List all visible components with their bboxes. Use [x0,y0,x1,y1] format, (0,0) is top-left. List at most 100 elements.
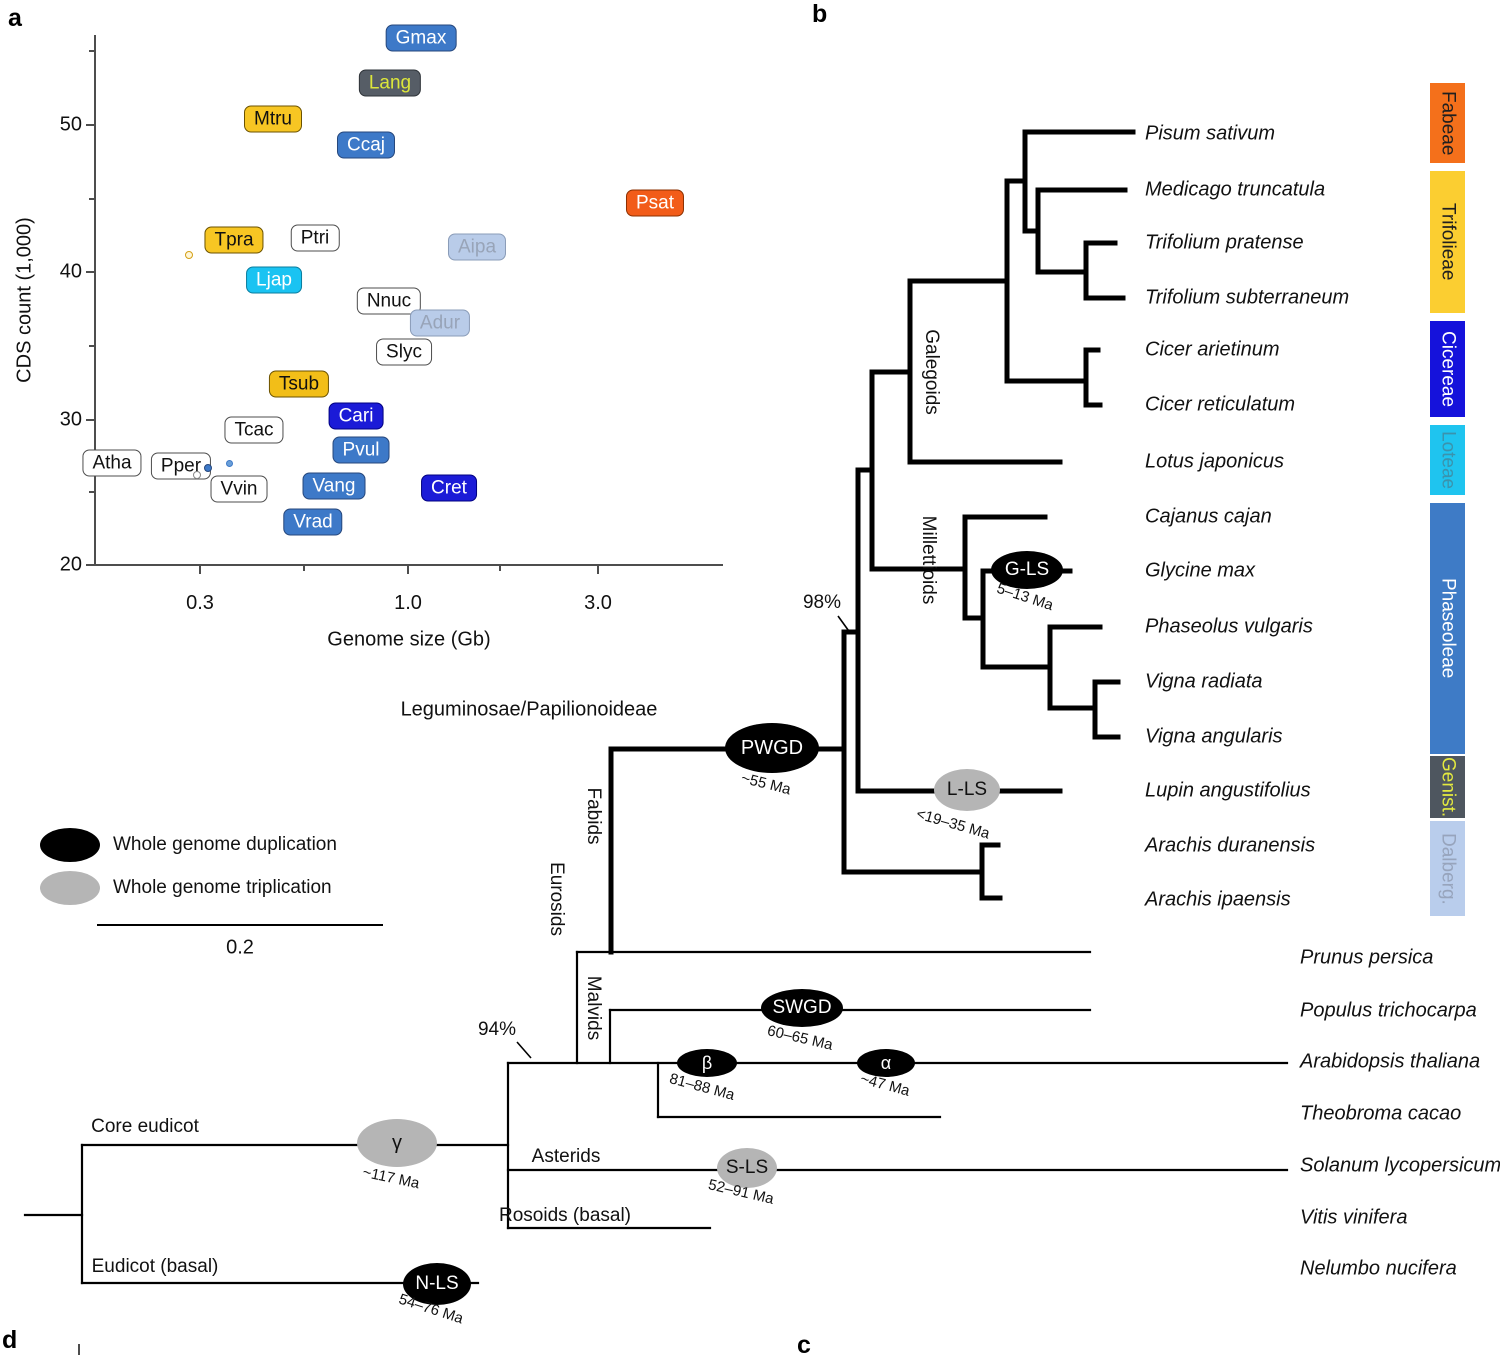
legume-branches [608,129,1136,955]
scatter-box-Aipa: Aipa [447,233,507,261]
clade-label-eurosids: Eurosids [546,862,567,936]
panel-c-label: c [797,1331,811,1355]
clade-label-asterids: Asterids [531,1146,601,1167]
scatter-box-Adur: Adur [409,309,471,337]
wgd-legend-label: Whole genome duplication [113,834,337,855]
species-label: Arachis duranensis [1145,834,1316,857]
scatter-box-Tpra: Tpra [204,226,264,254]
event-ellipse-PWGD: PWGD [725,723,819,773]
x-axis-minor-tick [303,565,305,571]
y-axis-minor-tick [89,50,95,52]
y-axis-tick-label: 40 [59,260,82,283]
event-ellipse-SWGD: SWGD [761,989,843,1027]
y-axis-tick [86,271,95,273]
y-axis-title: CDS count (1,000) [13,217,36,383]
panel-a-label: a [8,4,22,32]
x-axis-title: Genome size (Gb) [327,628,491,651]
scatter-dot [204,464,212,472]
species-label: Phaseolus vulgaris [1145,615,1313,638]
clade-label-eudicot-basal-: Eudicot (basal) [91,1256,219,1277]
species-label: Vigna angularis [1145,725,1283,748]
tribe-bar-Phaseoleae: Phaseoleae [1430,503,1465,754]
wgt-legend-label: Whole genome triplication [113,877,332,898]
event-ellipse-alpha: α [857,1049,915,1077]
scale-bar-value: 0.2 [226,936,254,959]
scatter-box-Pvul: Pvul [332,436,390,464]
y-axis-tick [86,419,95,421]
species-label: Cicer arietinum [1145,338,1280,361]
species-label: Vigna radiata [1145,670,1263,693]
species-label: Lotus japonicus [1145,450,1284,473]
family-label: Leguminosae/Papilionoideae [400,698,658,721]
event-ellipse-N-LS: N-LS [403,1263,471,1305]
species-label: Nelumbo nucifera [1300,1257,1457,1280]
x-axis-tick [199,565,201,574]
y-axis-tick [86,564,95,566]
tribe-bar-Trifolieae: Trifolieae [1430,171,1465,313]
scatter-box-Psat: Psat [625,189,685,217]
scatter-box-Vvin: Vvin [210,475,268,503]
species-label: Glycine max [1145,559,1256,582]
species-label: Theobroma cacao [1300,1102,1462,1125]
scatter-dot [185,251,193,259]
x-axis-tick-label: 0.3 [186,592,214,614]
species-label: Cicer reticulatum [1145,393,1296,416]
scatter-box-Nnuc: Nnuc [356,287,422,315]
panel-b-label: b [812,0,828,28]
event-ellipse-S-LS: S-LS [717,1148,777,1188]
wgd-legend-ellipse-icon [40,828,100,862]
species-label: Medicago truncatula [1145,178,1326,201]
species-label: Lupin angustifolius [1145,779,1311,802]
species-label: Vitis vinifera [1300,1206,1408,1229]
species-label: Pisum sativum [1145,122,1276,145]
event-ellipse-beta: β [677,1049,737,1077]
tribe-bar-Fabeae: Fabeae [1430,83,1465,163]
species-label: Trifolium subterraneum [1145,286,1350,309]
wgt-legend-ellipse-icon [40,871,100,905]
event-ellipse-G-LS: G-LS [991,551,1063,589]
scatter-box-Tsub: Tsub [268,370,330,398]
tribe-bar-Cicereae: Cicereae [1430,321,1465,417]
scatter-box-Ccaj: Ccaj [336,131,396,159]
scatter-box-Gmax: Gmax [385,24,457,52]
scatter-box-Cari: Cari [328,402,384,430]
tribe-bar-Genist: Genist. [1430,756,1465,818]
species-label: Cajanus cajan [1145,505,1272,528]
y-axis-minor-tick [89,198,95,200]
species-label: Prunus persica [1300,946,1434,969]
scatter-box-Pper: Pper [150,452,212,480]
bootstrap-pointers [516,615,852,1059]
species-label: Populus trichocarpa [1300,999,1477,1022]
clade-label-fabids: Fabids [583,787,604,845]
scatter-dot [193,471,201,479]
x-axis-tick-label: 1.0 [394,592,422,614]
scatter-box-Slyc: Slyc [376,338,432,366]
species-label: Solanum lycopersicum [1300,1154,1500,1177]
event-ellipse-L-LS: L-LS [934,769,1000,811]
x-axis-tick-label: 3.0 [584,592,612,614]
y-axis-tick-label: 30 [59,408,82,431]
scatter-box-Vrad: Vrad [283,508,343,536]
scatter-box-Cret: Cret [421,474,477,502]
clade-label-galegoids: Galegoids [921,329,942,415]
clade-label-core-eudicot: Core eudicot [91,1116,199,1137]
scatter-box-Ptri: Ptri [290,224,340,252]
y-axis-tick-label: 50 [59,113,82,136]
species-label: Arabidopsis thaliana [1300,1050,1481,1073]
y-axis-minor-tick [89,491,95,493]
scatter-box-Mtru: Mtru [244,105,302,133]
scatter-box-Ljap: Ljap [246,266,302,294]
clade-label-malvids: Malvids [583,975,604,1041]
scatter-dot [225,459,233,467]
scatter-box-Atha: Atha [82,449,142,477]
scatter-box-Vang: Vang [302,472,366,500]
panel-d-axis-stub [78,1344,80,1355]
panel-d-label: d [2,1326,18,1354]
species-label: Trifolium pratense [1145,231,1304,254]
x-axis-tick [407,565,409,574]
scatter-box-Lang: Lang [358,69,422,97]
outgroup-branches [23,950,1289,1285]
species-label: Arachis ipaensis [1145,888,1291,911]
y-axis-minor-tick [89,345,95,347]
